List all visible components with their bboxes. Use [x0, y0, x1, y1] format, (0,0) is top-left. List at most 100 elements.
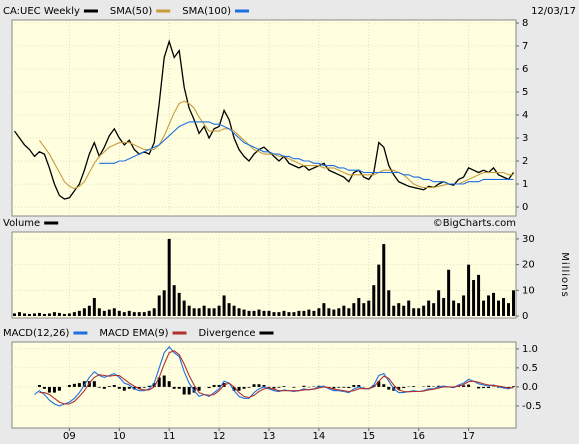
bar: [507, 386, 511, 388]
bar: [207, 386, 211, 389]
bar: [232, 305, 236, 316]
bar: [422, 305, 426, 316]
bar: [202, 305, 206, 316]
bar: [392, 305, 396, 316]
bar: [112, 385, 116, 387]
bar: [147, 310, 151, 316]
legend-label: SMA(50): [110, 6, 152, 17]
y-tick-label: 0: [522, 202, 528, 213]
bar: [17, 312, 21, 316]
y-tick-label: 0.0: [522, 382, 538, 393]
y-tick-label: 0: [522, 311, 528, 322]
bar: [162, 375, 166, 387]
bar: [322, 303, 326, 316]
bar: [342, 386, 346, 388]
bar: [97, 308, 101, 316]
bar: [487, 386, 491, 389]
x-tick-label: 15: [362, 431, 375, 442]
bar: [317, 308, 321, 316]
bar: [72, 383, 76, 387]
bar: [162, 290, 166, 316]
bar: [512, 386, 516, 387]
x-tick-label: 17: [462, 431, 475, 442]
bar: [92, 381, 96, 387]
line: [13, 39, 515, 200]
x-tick-label: 13: [263, 431, 276, 442]
bar: [77, 310, 81, 316]
bar: [32, 313, 36, 316]
bar: [502, 298, 506, 316]
bar: [197, 386, 201, 391]
bar: [412, 386, 416, 387]
bar: [292, 386, 296, 388]
x-tick-label: 16: [412, 431, 425, 442]
bar: [407, 300, 411, 316]
x-tick-label: 12: [213, 431, 226, 442]
bar: [132, 312, 136, 316]
line: [39, 350, 514, 405]
bar: [247, 386, 251, 388]
bar: [52, 386, 56, 393]
bar: [282, 310, 286, 316]
bar: [377, 381, 381, 387]
bar: [152, 383, 156, 387]
bar: [277, 312, 281, 316]
bar: [247, 310, 251, 316]
bar: [267, 386, 271, 388]
legend-label: Volume: [3, 218, 40, 229]
bar: [232, 386, 236, 391]
bar: [242, 309, 246, 316]
y-tick-label: 1.0: [522, 344, 538, 355]
bar: [217, 305, 221, 316]
bar: [152, 308, 156, 316]
bar: [272, 386, 276, 389]
x-tick-label: 09: [63, 431, 76, 442]
bar: [357, 385, 361, 387]
bar: [382, 244, 386, 316]
bar: [117, 310, 121, 316]
bar: [107, 309, 111, 316]
bar: [357, 298, 361, 316]
bar: [252, 384, 256, 387]
bar: [377, 264, 381, 316]
bar: [292, 312, 296, 316]
bar: [142, 312, 146, 316]
bar: [142, 386, 146, 388]
bar: [212, 308, 216, 316]
bar: [82, 381, 86, 387]
y-tick-label: 20: [522, 260, 535, 271]
bar: [192, 308, 196, 316]
x-tick-label: 10: [113, 431, 126, 442]
bar: [317, 385, 321, 387]
bar: [172, 386, 176, 389]
bar: [417, 308, 421, 316]
source: ©BigCharts.com: [433, 218, 516, 229]
bar: [332, 309, 336, 316]
bar: [442, 298, 446, 316]
bar: [497, 300, 501, 316]
bar: [512, 290, 516, 316]
bar: [262, 385, 266, 387]
bar: [222, 295, 226, 316]
bar: [47, 313, 51, 316]
bar: [427, 385, 431, 387]
bar: [437, 290, 441, 316]
legend-label: MACD(12,26): [3, 328, 70, 339]
bar: [217, 385, 221, 387]
y-tick-label: 1: [522, 179, 528, 190]
bar: [447, 269, 451, 316]
line: [99, 121, 514, 185]
bar: [477, 386, 481, 389]
bar: [492, 292, 496, 316]
bar: [337, 308, 341, 316]
bar: [347, 308, 351, 316]
bar: [287, 312, 291, 316]
y-tick-label: 2: [522, 156, 528, 167]
bar: [107, 386, 111, 387]
bar: [92, 298, 96, 316]
bar: [302, 310, 306, 316]
bar: [312, 310, 316, 316]
bar: [462, 295, 466, 316]
bar: [182, 300, 186, 316]
bar: [177, 386, 181, 389]
